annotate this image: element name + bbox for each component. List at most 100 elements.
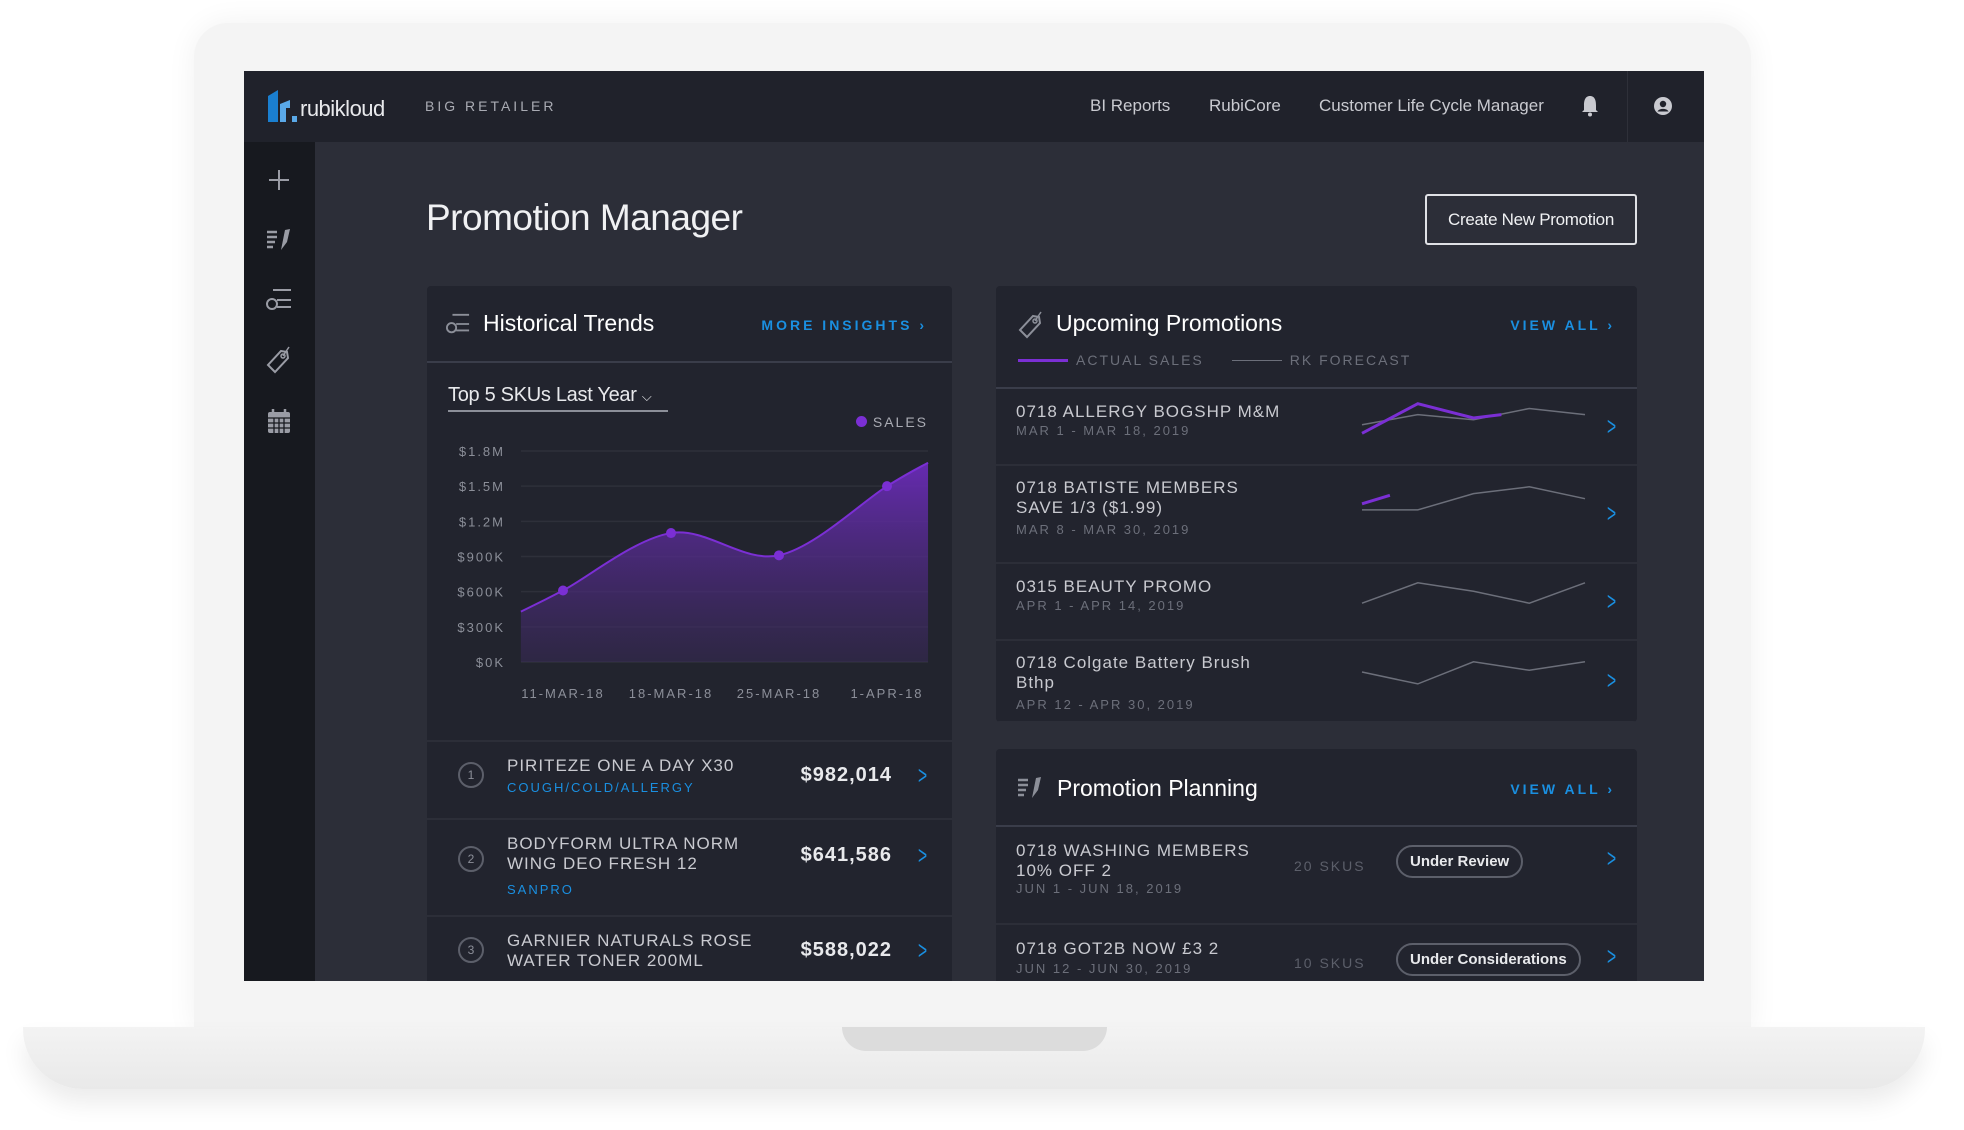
chevron-right-icon[interactable]: > bbox=[918, 840, 928, 870]
rubikloud-logo-icon bbox=[268, 90, 297, 122]
rank-badge: 1 bbox=[458, 762, 484, 788]
y-tick-label: $600K bbox=[457, 585, 505, 600]
nav-rubicore[interactable]: RubiCore bbox=[1209, 96, 1281, 115]
brand-logo[interactable]: rubikloud bbox=[266, 88, 385, 122]
forecast-label: RK FORECAST bbox=[1289, 352, 1412, 368]
chevron-right-icon[interactable]: > bbox=[918, 935, 928, 965]
chevron-right-icon[interactable]: > bbox=[918, 760, 928, 790]
chevron-right-icon[interactable]: > bbox=[1607, 941, 1617, 971]
planning-row[interactable]: 0718 WASHING MEMBERS 10% OFF 2 JUN 1 - J… bbox=[996, 827, 1637, 925]
chevron-right-icon[interactable]: > bbox=[1607, 843, 1617, 873]
tag-icon bbox=[1018, 311, 1042, 339]
dropdown-value: Top 5 SKUs Last Year bbox=[448, 384, 637, 406]
divider bbox=[1627, 71, 1628, 142]
plus-icon[interactable] bbox=[267, 168, 291, 192]
panel-title: Upcoming Promotions bbox=[1056, 310, 1283, 336]
tag-icon[interactable] bbox=[266, 346, 292, 374]
legend-swatch bbox=[855, 416, 867, 427]
actual-sales-swatch bbox=[1018, 358, 1068, 362]
chevron-right-icon: › bbox=[919, 317, 927, 333]
promotion-name: 0718 WASHING MEMBERS 10% OFF 2 bbox=[1016, 841, 1250, 880]
promotion-name: 0718 Colgate Battery Brush Bthp bbox=[1016, 653, 1251, 692]
chevron-right-icon: › bbox=[1607, 781, 1615, 797]
sku-category: SANPRO bbox=[507, 882, 574, 897]
upcoming-promotion-row[interactable]: 0315 BEAUTY PROMO APR 1 - APR 14, 2019 > bbox=[996, 564, 1637, 641]
chevron-right-icon[interactable]: > bbox=[1607, 665, 1617, 695]
sparkline bbox=[1361, 582, 1586, 604]
data-point[interactable] bbox=[666, 528, 676, 539]
forecast-line bbox=[1361, 407, 1586, 426]
view-all-link[interactable]: VIEW ALL › bbox=[1510, 317, 1615, 333]
view-all-label: VIEW ALL bbox=[1510, 317, 1601, 333]
upcoming-promotion-row[interactable]: 0718 Colgate Battery Brush Bthp APR 12 -… bbox=[996, 641, 1637, 722]
user-account-icon[interactable] bbox=[1653, 96, 1673, 116]
sparkline bbox=[1361, 486, 1586, 511]
upcoming-promotion-row[interactable]: 0718 BATISTE MEMBERS SAVE 1/3 ($1.99) MA… bbox=[996, 466, 1637, 564]
data-point[interactable] bbox=[558, 585, 568, 596]
divider bbox=[996, 825, 1637, 827]
create-new-promotion-button[interactable]: Create New Promotion bbox=[1425, 194, 1637, 245]
bell-icon[interactable] bbox=[1581, 95, 1599, 117]
top-sku-row[interactable]: 1 PIRITEZE ONE A DAY X30 COUGH/COLD/ALLER… bbox=[427, 742, 952, 820]
status-badge: Under Review bbox=[1396, 845, 1524, 878]
actual-sales-line bbox=[1361, 493, 1391, 506]
promotion-dates: MAR 1 - MAR 18, 2019 bbox=[1016, 423, 1191, 438]
sku-count: 10 SKUS bbox=[1294, 955, 1366, 971]
sku-sales-amount: $982,014 bbox=[800, 764, 892, 786]
historical-trends-panel: Historical Trends MORE INSIGHTS › Top 5 … bbox=[427, 286, 952, 981]
status-badge: Under Considerations bbox=[1396, 943, 1581, 976]
historical-trends-icon[interactable] bbox=[265, 287, 293, 313]
top-nav-bar: rubikloud BIG RETAILER BI Reports RubiCo… bbox=[244, 71, 1704, 142]
chevron-right-icon: › bbox=[1607, 317, 1615, 333]
x-tick-label: 18-MAR-18 bbox=[629, 686, 713, 701]
forecast-line bbox=[1361, 661, 1586, 685]
data-point[interactable] bbox=[882, 481, 892, 492]
sidebar bbox=[244, 142, 315, 981]
chevron-right-icon[interactable]: > bbox=[1607, 410, 1617, 441]
upcoming-promotions-panel: Upcoming Promotions VIEW ALL › ACTUAL SA… bbox=[996, 286, 1637, 722]
divider bbox=[427, 740, 952, 742]
brand-name: rubikloud bbox=[300, 96, 385, 121]
data-point[interactable] bbox=[774, 550, 784, 561]
more-insights-link[interactable]: MORE INSIGHTS › bbox=[761, 317, 927, 333]
promotion-dates: JUN 12 - JUN 30, 2019 bbox=[1016, 961, 1193, 976]
top-sku-row[interactable]: 3 GARNIER NATURALS ROSE WATER TONER 200M… bbox=[427, 917, 952, 981]
sku-period-dropdown[interactable]: Top 5 SKUs Last Year ⌵ bbox=[448, 384, 668, 412]
chevron-right-icon[interactable]: > bbox=[1607, 585, 1617, 616]
client-name: BIG RETAILER bbox=[425, 98, 557, 114]
actual-sales-line bbox=[1361, 402, 1502, 435]
divider bbox=[996, 387, 1637, 389]
y-tick-label: $1.5M bbox=[459, 479, 505, 494]
promotion-planning-icon bbox=[1018, 777, 1041, 798]
nav-bi-reports[interactable]: BI Reports bbox=[1090, 96, 1171, 115]
promotion-planning-icon[interactable] bbox=[265, 226, 293, 252]
y-tick-label: $0K bbox=[476, 655, 505, 670]
chart-legend: SALES bbox=[855, 414, 928, 430]
promotion-dates: APR 12 - APR 30, 2019 bbox=[1016, 697, 1195, 712]
y-tick-label: $1.8M bbox=[459, 444, 505, 459]
promotion-name: 0718 BATISTE MEMBERS SAVE 1/3 ($1.99) bbox=[1016, 478, 1239, 517]
forecast-line bbox=[1362, 486, 1586, 511]
more-insights-label: MORE INSIGHTS bbox=[761, 317, 913, 333]
upcoming-promotion-row[interactable]: 0718 ALLERGY BOGSHP M&M MAR 1 - MAR 18, … bbox=[996, 389, 1637, 466]
panel-title: Historical Trends bbox=[483, 310, 655, 336]
view-all-label: VIEW ALL bbox=[1510, 781, 1601, 797]
top-sku-row[interactable]: 2 BODYFORM ULTRA NORM WING DEO FRESH 12 S… bbox=[427, 820, 952, 917]
chevron-right-icon[interactable]: > bbox=[1607, 498, 1617, 528]
laptop-notch bbox=[842, 1027, 1107, 1051]
app-screen: rubikloud BIG RETAILER BI Reports RubiCo… bbox=[244, 71, 1704, 981]
sparkline bbox=[1361, 402, 1586, 435]
sku-count: 20 SKUS bbox=[1294, 858, 1366, 874]
promotion-planning-panel: Promotion Planning VIEW ALL › 0718 WASHI… bbox=[996, 749, 1637, 981]
x-tick-label: 1-APR-18 bbox=[850, 686, 923, 701]
view-all-link[interactable]: VIEW ALL › bbox=[1510, 781, 1615, 797]
planning-row[interactable]: 0718 GOT2B NOW £3 2 JUN 12 - JUN 30, 201… bbox=[996, 925, 1637, 981]
promotion-dates: MAR 8 - MAR 30, 2019 bbox=[1016, 522, 1191, 537]
panel-title: Promotion Planning bbox=[1057, 775, 1258, 801]
promotion-dates: JUN 1 - JUN 18, 2019 bbox=[1016, 881, 1184, 896]
rank-badge: 2 bbox=[458, 846, 484, 872]
divider bbox=[427, 361, 952, 363]
calendar-icon[interactable] bbox=[267, 408, 291, 434]
sku-sales-amount: $641,586 bbox=[800, 844, 892, 866]
nav-customer-life-cycle-manager[interactable]: Customer Life Cycle Manager bbox=[1319, 96, 1544, 115]
